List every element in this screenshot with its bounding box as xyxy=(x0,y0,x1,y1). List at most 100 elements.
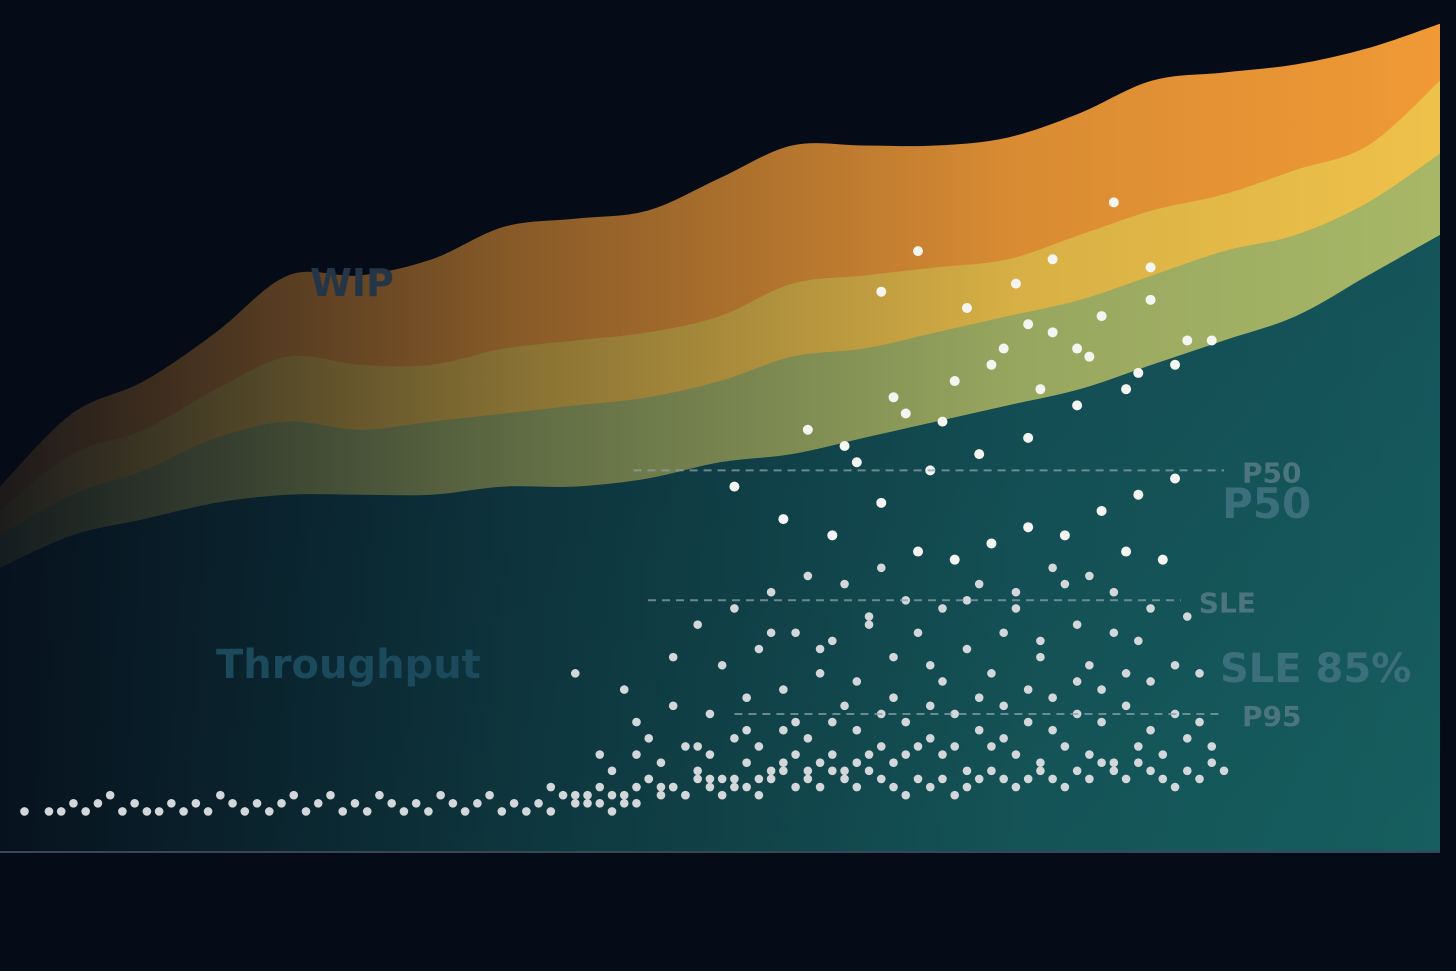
data-point xyxy=(1085,571,1094,581)
data-point xyxy=(779,725,788,735)
data-point xyxy=(962,782,972,792)
data-point xyxy=(742,725,751,735)
data-point xyxy=(754,742,764,751)
data-point xyxy=(803,571,813,581)
data-point xyxy=(1133,367,1144,378)
data-point xyxy=(730,774,739,784)
data-point xyxy=(791,782,800,792)
data-point xyxy=(987,669,996,678)
data-point xyxy=(986,538,997,549)
data-point xyxy=(754,644,764,654)
data-point xyxy=(607,766,617,776)
data-point xyxy=(1182,612,1192,621)
data-point xyxy=(411,798,421,808)
data-point xyxy=(497,807,507,816)
data-point xyxy=(852,782,862,792)
data-point xyxy=(803,766,813,776)
data-point xyxy=(913,774,923,784)
data-point xyxy=(1146,766,1155,776)
data-point xyxy=(1010,278,1021,289)
data-point xyxy=(1085,774,1094,784)
data-point xyxy=(705,782,715,792)
data-point xyxy=(987,742,996,751)
data-point xyxy=(693,766,702,776)
data-point xyxy=(350,798,360,808)
data-point xyxy=(1121,384,1132,395)
data-point xyxy=(901,750,911,759)
data-point xyxy=(1121,669,1131,678)
data-point xyxy=(950,790,960,800)
data-point xyxy=(1023,432,1034,443)
data-point xyxy=(203,807,213,816)
data-point xyxy=(595,798,605,808)
data-point xyxy=(522,807,531,816)
data-point xyxy=(607,790,617,800)
data-point xyxy=(668,652,678,662)
data-point xyxy=(1085,660,1094,670)
data-point xyxy=(56,807,66,816)
data-point xyxy=(1096,505,1107,516)
data-point xyxy=(888,392,899,403)
data-point xyxy=(595,782,605,792)
data-point xyxy=(974,449,985,460)
data-point xyxy=(779,758,788,767)
data-point xyxy=(999,734,1008,743)
data-point xyxy=(81,807,90,816)
data-point xyxy=(1195,717,1204,727)
data-point xyxy=(1048,725,1057,735)
data-point xyxy=(632,782,641,792)
data-point xyxy=(938,750,947,759)
data-point xyxy=(1072,400,1083,411)
data-point xyxy=(913,628,923,638)
data-point xyxy=(791,717,800,727)
data-point xyxy=(644,774,654,784)
data-point xyxy=(1207,742,1217,751)
data-point xyxy=(460,807,470,816)
data-point xyxy=(1134,742,1143,751)
data-point xyxy=(815,644,825,654)
data-point xyxy=(693,742,702,751)
data-point xyxy=(950,742,960,751)
data-point xyxy=(387,798,396,808)
data-point xyxy=(962,766,972,776)
data-point xyxy=(840,701,849,711)
data-point xyxy=(1158,750,1168,759)
data-point xyxy=(828,717,837,727)
data-point xyxy=(1011,604,1021,613)
data-point xyxy=(766,587,776,597)
data-point xyxy=(1084,351,1095,362)
data-point xyxy=(1072,766,1082,776)
data-point xyxy=(1072,343,1083,354)
data-point xyxy=(1195,669,1204,678)
data-point xyxy=(900,408,911,419)
data-point xyxy=(974,693,984,703)
data-point xyxy=(937,416,948,427)
data-point xyxy=(1207,758,1217,767)
data-point xyxy=(1146,725,1155,735)
data-point xyxy=(1036,636,1045,646)
data-point xyxy=(999,701,1008,711)
data-point xyxy=(851,457,862,468)
data-point xyxy=(118,807,127,816)
data-point xyxy=(742,758,751,767)
data-point xyxy=(1036,758,1045,767)
data-point xyxy=(583,798,592,808)
data-point xyxy=(974,774,984,784)
data-point xyxy=(925,734,935,743)
data-point xyxy=(803,734,813,743)
data-point xyxy=(1047,254,1058,265)
data-point xyxy=(999,628,1008,638)
data-point xyxy=(1182,335,1193,346)
data-point xyxy=(974,579,984,589)
data-point xyxy=(1133,489,1144,500)
data-point xyxy=(828,750,837,759)
data-point xyxy=(1146,677,1155,686)
data-point xyxy=(264,807,274,816)
data-point xyxy=(485,790,494,800)
data-point xyxy=(815,669,825,678)
data-point xyxy=(1121,774,1131,784)
data-point xyxy=(656,790,666,800)
data-point xyxy=(1170,782,1180,792)
data-point xyxy=(717,660,727,670)
data-point xyxy=(595,750,605,759)
